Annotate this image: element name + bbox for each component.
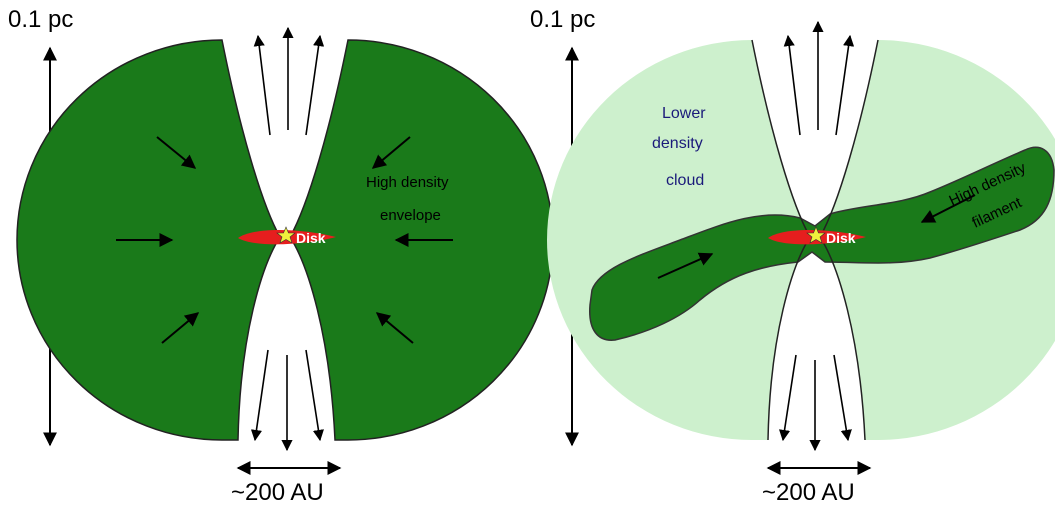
left-outflow-arrows (250, 26, 325, 452)
left-panel: 0.1 pc High density envelope Disk (8, 6, 554, 506)
right-scale-label: 0.1 pc (530, 6, 595, 33)
left-envelope-label-2: envelope (380, 207, 441, 224)
right-panel: 0.1 pc Lower density cloud High density (530, 6, 1055, 506)
left-disk-label: Disk (296, 230, 326, 246)
right-disk-label: Disk (826, 230, 856, 246)
right-outflow-arrows (778, 20, 855, 452)
left-infall-arrows (116, 136, 453, 344)
right-filament-flow-arrows (657, 194, 976, 279)
right-width-label: ~200 AU (762, 479, 855, 506)
right-cloud-label-3: cloud (666, 172, 704, 189)
right-star-icon (806, 226, 826, 244)
left-envelope-label-1: High density (366, 174, 449, 191)
left-scale-label: 0.1 pc (8, 6, 73, 33)
left-width-label: ~200 AU (231, 479, 324, 506)
left-star-icon (276, 226, 296, 244)
right-cloud-label-1: Lower (662, 105, 706, 122)
right-cloud-label-2: density (652, 135, 703, 152)
